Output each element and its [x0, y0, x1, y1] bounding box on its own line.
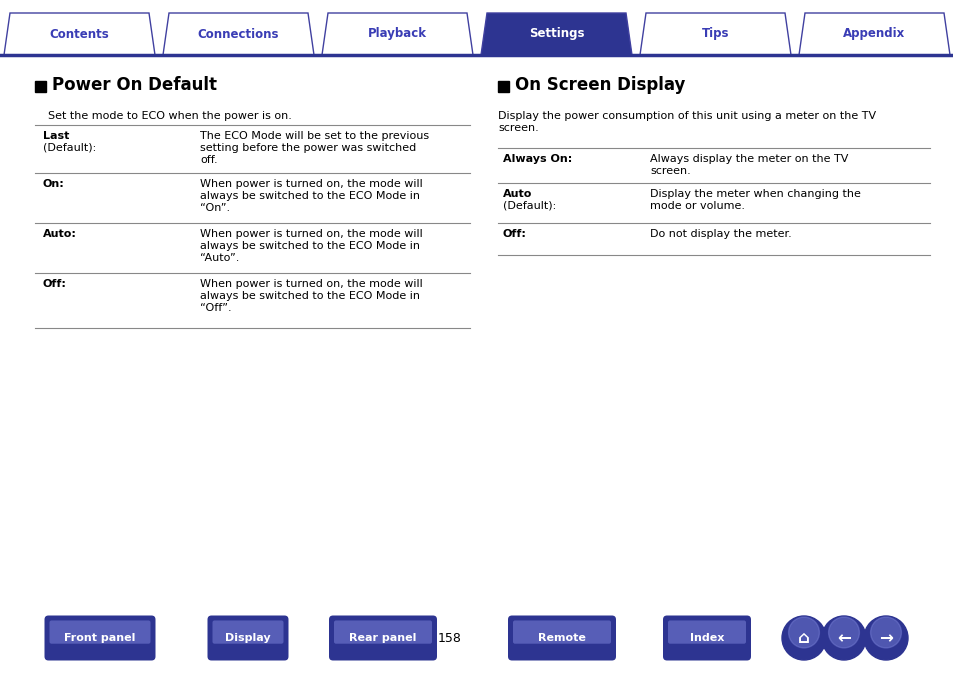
- FancyBboxPatch shape: [208, 616, 288, 660]
- Text: (Default):: (Default):: [43, 143, 96, 153]
- Circle shape: [821, 616, 865, 660]
- Text: screen.: screen.: [497, 123, 538, 133]
- FancyBboxPatch shape: [513, 621, 610, 643]
- Text: screen.: screen.: [649, 166, 690, 176]
- Text: “Off”.: “Off”.: [200, 303, 232, 313]
- Text: On:: On:: [43, 179, 65, 189]
- Bar: [497, 81, 509, 92]
- Text: Always On:: Always On:: [502, 154, 572, 164]
- Text: Display: Display: [225, 633, 271, 643]
- Text: Contents: Contents: [50, 28, 110, 40]
- Text: Front panel: Front panel: [64, 633, 135, 643]
- FancyBboxPatch shape: [45, 616, 155, 660]
- Text: Display the meter when changing the: Display the meter when changing the: [649, 189, 860, 199]
- Text: Index: Index: [689, 633, 723, 643]
- Text: Remote: Remote: [537, 633, 585, 643]
- FancyBboxPatch shape: [213, 621, 283, 643]
- Text: Last: Last: [43, 131, 70, 141]
- Text: ⌂: ⌂: [798, 629, 809, 647]
- Text: When power is turned on, the mode will: When power is turned on, the mode will: [200, 179, 422, 189]
- Text: ←: ←: [836, 629, 850, 647]
- Text: Auto: Auto: [502, 189, 532, 199]
- Text: always be switched to the ECO Mode in: always be switched to the ECO Mode in: [200, 241, 419, 251]
- Text: Do not display the meter.: Do not display the meter.: [649, 229, 791, 239]
- Text: setting before the power was switched: setting before the power was switched: [200, 143, 416, 153]
- Text: Display the power consumption of this unit using a meter on the TV: Display the power consumption of this un…: [497, 111, 875, 121]
- FancyBboxPatch shape: [507, 616, 616, 660]
- Text: 158: 158: [437, 631, 461, 645]
- Polygon shape: [322, 13, 473, 55]
- Circle shape: [828, 617, 859, 648]
- Text: Playback: Playback: [368, 28, 427, 40]
- Text: always be switched to the ECO Mode in: always be switched to the ECO Mode in: [200, 191, 419, 201]
- Circle shape: [870, 617, 901, 648]
- Polygon shape: [799, 13, 949, 55]
- Text: mode or volume.: mode or volume.: [649, 201, 744, 211]
- Text: always be switched to the ECO Mode in: always be switched to the ECO Mode in: [200, 291, 419, 301]
- Text: Power On Default: Power On Default: [52, 76, 216, 94]
- Text: Connections: Connections: [197, 28, 279, 40]
- Text: Off:: Off:: [43, 279, 67, 289]
- Polygon shape: [480, 13, 631, 55]
- Text: Appendix: Appendix: [842, 28, 904, 40]
- FancyBboxPatch shape: [329, 616, 436, 660]
- Polygon shape: [4, 13, 154, 55]
- FancyBboxPatch shape: [50, 621, 151, 643]
- Text: off.: off.: [200, 155, 217, 165]
- Text: Rear panel: Rear panel: [349, 633, 416, 643]
- FancyBboxPatch shape: [334, 621, 432, 643]
- Text: Off:: Off:: [502, 229, 526, 239]
- Text: “Auto”.: “Auto”.: [200, 253, 239, 263]
- Text: Auto:: Auto:: [43, 229, 77, 239]
- Bar: [35, 81, 46, 92]
- Text: When power is turned on, the mode will: When power is turned on, the mode will: [200, 279, 422, 289]
- Text: (Default):: (Default):: [502, 201, 556, 211]
- Polygon shape: [639, 13, 790, 55]
- Text: Tips: Tips: [701, 28, 728, 40]
- Text: The ECO Mode will be set to the previous: The ECO Mode will be set to the previous: [200, 131, 429, 141]
- Text: Settings: Settings: [528, 28, 583, 40]
- Text: →: →: [878, 629, 892, 647]
- Text: Set the mode to ECO when the power is on.: Set the mode to ECO when the power is on…: [48, 111, 292, 121]
- Text: Always display the meter on the TV: Always display the meter on the TV: [649, 154, 847, 164]
- Circle shape: [788, 617, 819, 648]
- Text: On Screen Display: On Screen Display: [515, 76, 684, 94]
- Text: When power is turned on, the mode will: When power is turned on, the mode will: [200, 229, 422, 239]
- Circle shape: [863, 616, 907, 660]
- Polygon shape: [163, 13, 314, 55]
- FancyBboxPatch shape: [662, 616, 750, 660]
- FancyBboxPatch shape: [667, 621, 745, 643]
- Text: “On”.: “On”.: [200, 203, 230, 213]
- Circle shape: [781, 616, 825, 660]
